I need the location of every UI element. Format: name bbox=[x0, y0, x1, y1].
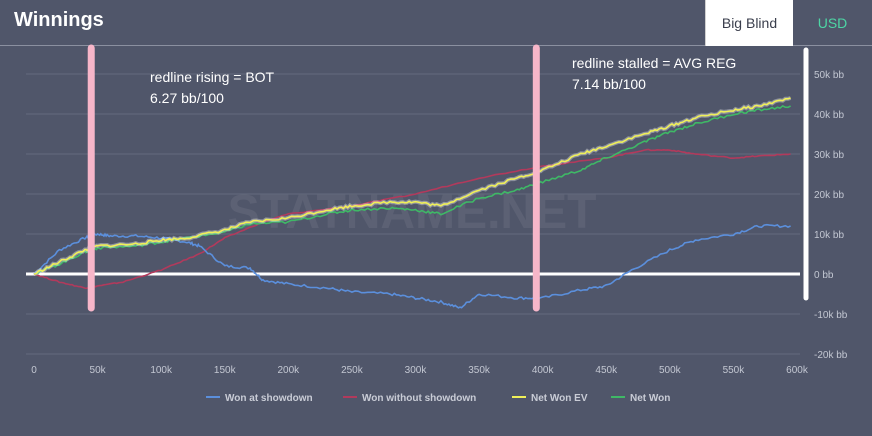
legend-label[interactable]: Net Won bbox=[630, 393, 670, 404]
widget-header: Winnings Big Blind USD bbox=[0, 0, 872, 46]
tab-usd[interactable]: USD bbox=[793, 0, 872, 46]
x-tick-label: 600k bbox=[786, 365, 809, 376]
chart-legend[interactable]: Won at showdown Won without showdown Net W… bbox=[206, 393, 670, 404]
x-tick-label: 50k bbox=[90, 365, 107, 376]
x-tick-label: 150k bbox=[214, 365, 237, 376]
x-tick-label: 100k bbox=[150, 365, 173, 376]
x-tick-label: 500k bbox=[659, 365, 682, 376]
x-tick-label: 0 bbox=[31, 365, 37, 376]
y-tick-label: 20k bb bbox=[814, 190, 844, 201]
x-axis-ticks: 0 50k 100k 150k 200k 250k 300k 350k 400k 450k 500k… bbox=[31, 365, 809, 376]
x-tick-label: 550k bbox=[723, 365, 746, 376]
series-line-won-at-showdown bbox=[33, 223, 791, 309]
legend-label[interactable]: Won at showdown bbox=[225, 393, 313, 404]
y-tick-label: 10k bb bbox=[814, 230, 844, 241]
y-tick-label: -20k bb bbox=[814, 350, 848, 361]
x-tick-label: 250k bbox=[341, 365, 364, 376]
series-line-net-won-ev bbox=[33, 97, 791, 275]
y-tick-label: 30k bb bbox=[814, 150, 844, 161]
x-tick-label: 450k bbox=[595, 365, 618, 376]
tab-big-blind[interactable]: Big Blind bbox=[705, 0, 793, 46]
annotation-line2: 6.27 bb/100 bbox=[150, 90, 224, 106]
legend-label[interactable]: Net Won EV bbox=[531, 393, 588, 404]
y-tick-label: 50k bb bbox=[814, 70, 844, 81]
y-axis-ticks: -20k bb -10k bb 0 bb 10k bb 20k bb 30k bb 40k … bbox=[814, 70, 848, 361]
y-tick-label: -10k bb bbox=[814, 310, 848, 321]
legend-label[interactable]: Won without showdown bbox=[362, 393, 476, 404]
annotation-line1: redline rising = BOT bbox=[150, 69, 275, 85]
annotation-markers: redline rising = BOT 6.27 bb/100 redline s… bbox=[87, 44, 736, 312]
x-tick-label: 350k bbox=[468, 365, 491, 376]
annotation-line1: redline stalled = AVG REG bbox=[572, 55, 736, 71]
x-tick-label: 200k bbox=[277, 365, 300, 376]
x-tick-label: 300k bbox=[405, 365, 428, 376]
annotation-line2: 7.14 bb/100 bbox=[572, 76, 646, 92]
chart-series bbox=[33, 96, 792, 309]
y-tick-label: 0 bb bbox=[814, 270, 834, 281]
x-tick-label: 400k bbox=[532, 365, 555, 376]
y-tick-label: 40k bb bbox=[814, 110, 844, 121]
page-title: Winnings bbox=[14, 9, 104, 31]
header-divider bbox=[0, 45, 705, 46]
